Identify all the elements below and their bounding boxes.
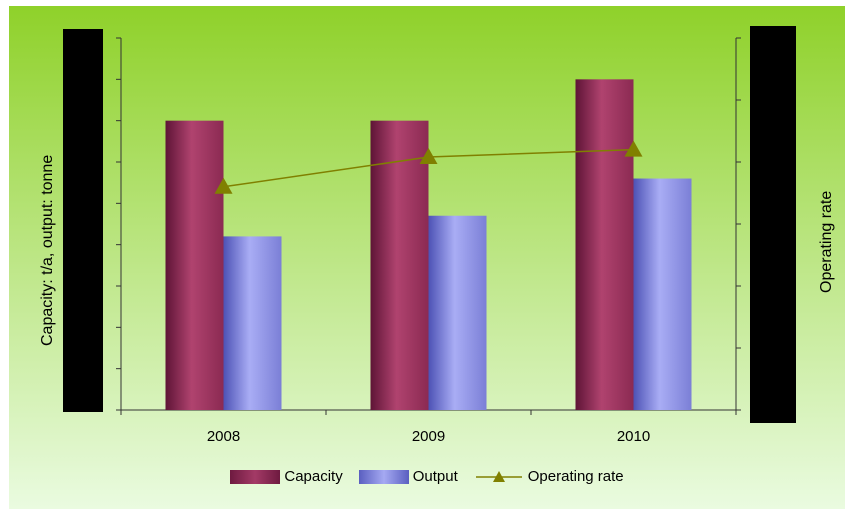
chart-frame: Capacity: t/a, output: tonne Operating r… [9,6,845,509]
bar-capacity-2009 [370,120,429,411]
bar-output-2009 [428,215,487,410]
right-black-panel [750,26,796,423]
bar-output-2008 [223,236,282,410]
x-tick-label-2009: 2009 [411,428,446,445]
bar-output-2010 [633,178,692,410]
point-operating-rate-2010 [624,140,643,157]
legend-item-output: Output [358,468,458,485]
chart-plot [9,6,845,509]
y-axis-label-right: Operating rate [818,190,835,293]
legend-label-capacity: Capacity [284,468,343,485]
legend-swatch-output [358,469,409,484]
point-operating-rate-2009 [419,148,438,165]
legend-swatch-capacity [230,469,281,484]
bar-capacity-2008 [165,120,224,411]
legend-item-capacity: Capacity [230,468,343,485]
legend: Capacity Output Operating rate [9,468,845,485]
left-black-panel [63,29,103,412]
legend-swatch-operating-rate [475,470,522,482]
bar-capacity-2010 [575,79,634,410]
x-tick-label-2010: 2010 [616,428,651,445]
point-operating-rate-2008 [214,177,233,194]
y-axis-label-left: Capacity: t/a, output: tonne [39,154,56,346]
legend-item-operating-rate: Operating rate [474,468,624,485]
legend-label-operating-rate: Operating rate [527,468,624,485]
x-tick-label-2008: 2008 [206,428,241,445]
legend-label-output: Output [412,468,458,485]
